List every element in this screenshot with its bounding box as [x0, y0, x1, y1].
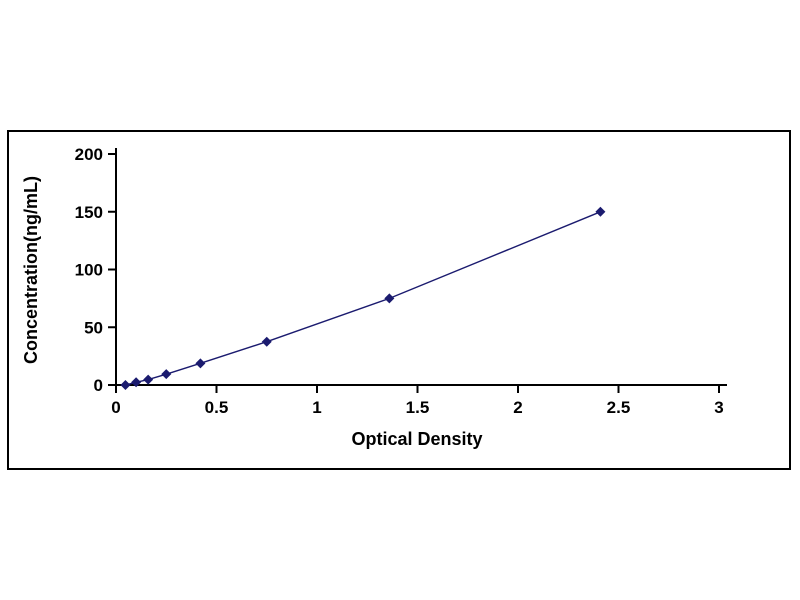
- y-tick-label: 150: [75, 203, 103, 222]
- x-tick-label: 2: [513, 398, 522, 417]
- y-tick-label: 0: [94, 376, 103, 395]
- data-point-marker: [261, 336, 272, 347]
- data-point-marker: [131, 377, 142, 388]
- x-axis-title: Optical Density: [351, 429, 482, 449]
- data-point-marker: [195, 358, 206, 369]
- data-point-marker: [161, 369, 172, 380]
- x-tick-label: 1: [312, 398, 321, 417]
- x-tick-label: 0: [111, 398, 120, 417]
- chart-panel: 0 50 100 150 200 0 0.5 1 1.5 2 2.5 3 Concentration(…: [7, 130, 791, 470]
- y-tick-label: 100: [75, 261, 103, 280]
- data-point-marker: [143, 374, 154, 385]
- x-tick-label: 3: [714, 398, 723, 417]
- y-tick-label: 200: [75, 145, 103, 164]
- plot-area: 0 50 100 150 200 0 0.5 1 1.5 2 2.5 3: [75, 145, 727, 417]
- y-axis-title: Concentration(ng/mL): [21, 176, 41, 364]
- standard-curve-chart: 0 50 100 150 200 0 0.5 1 1.5 2 2.5 3 Concentration(…: [21, 145, 727, 449]
- y-tick-label: 50: [84, 318, 103, 337]
- data-point-marker: [595, 206, 606, 217]
- curve-line: [125, 211, 601, 386]
- data-point-marker: [120, 380, 131, 390]
- x-tick-label: 0.5: [205, 398, 229, 417]
- x-tick-label: 1.5: [406, 398, 430, 417]
- data-point-marker: [384, 293, 395, 304]
- x-tick-label: 2.5: [607, 398, 631, 417]
